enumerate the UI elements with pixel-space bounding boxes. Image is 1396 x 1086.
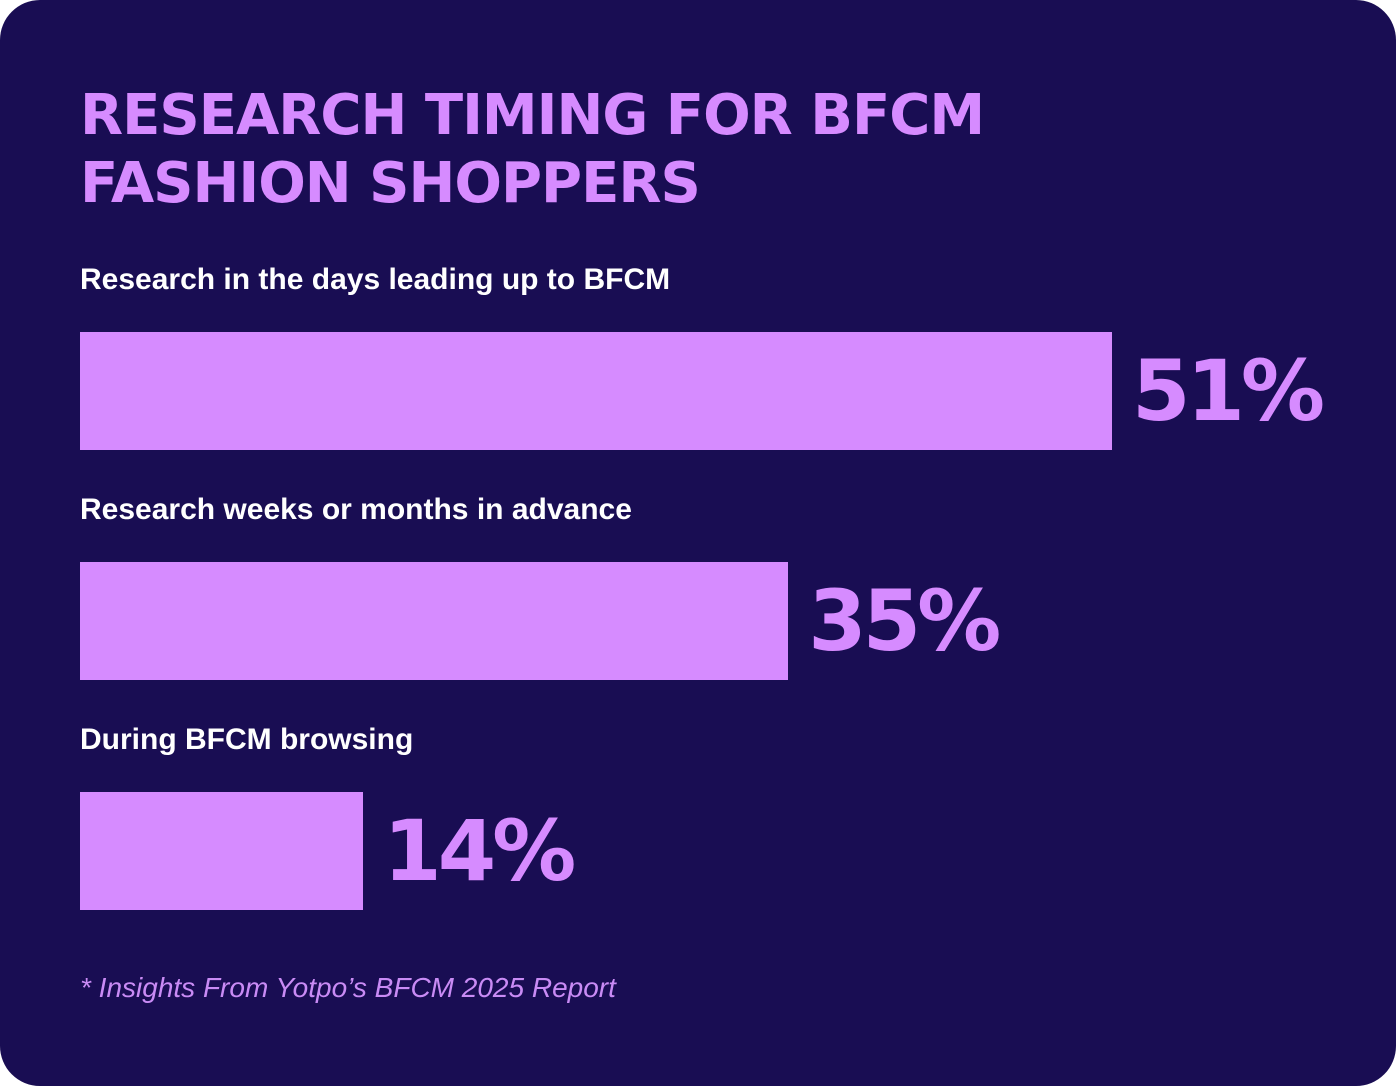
chart-title-line-2: FASHION SHOPPERS xyxy=(80,151,701,216)
bar-label-2: Research weeks or months in advance xyxy=(80,493,632,526)
bar-label-3: During BFCM browsing xyxy=(80,723,414,756)
bar-3 xyxy=(80,792,364,910)
bar-label-1: Research in the days leading up to BFCM xyxy=(80,263,671,296)
bar-1 xyxy=(80,332,1112,450)
bar-2 xyxy=(80,562,789,680)
source-footnote: * Insights From Yotpo’s BFCM 2025 Report xyxy=(80,972,616,1003)
bar-value-label-2: 35% xyxy=(808,572,1001,670)
chart-title: RESEARCH TIMING FOR BFCM FASHION SHOPPER… xyxy=(80,82,1080,218)
bar-value-label-1: 51% xyxy=(1132,342,1325,440)
chart-title-line-1: RESEARCH TIMING FOR BFCM xyxy=(80,83,985,148)
bar-value-label-3: 14% xyxy=(383,802,576,900)
